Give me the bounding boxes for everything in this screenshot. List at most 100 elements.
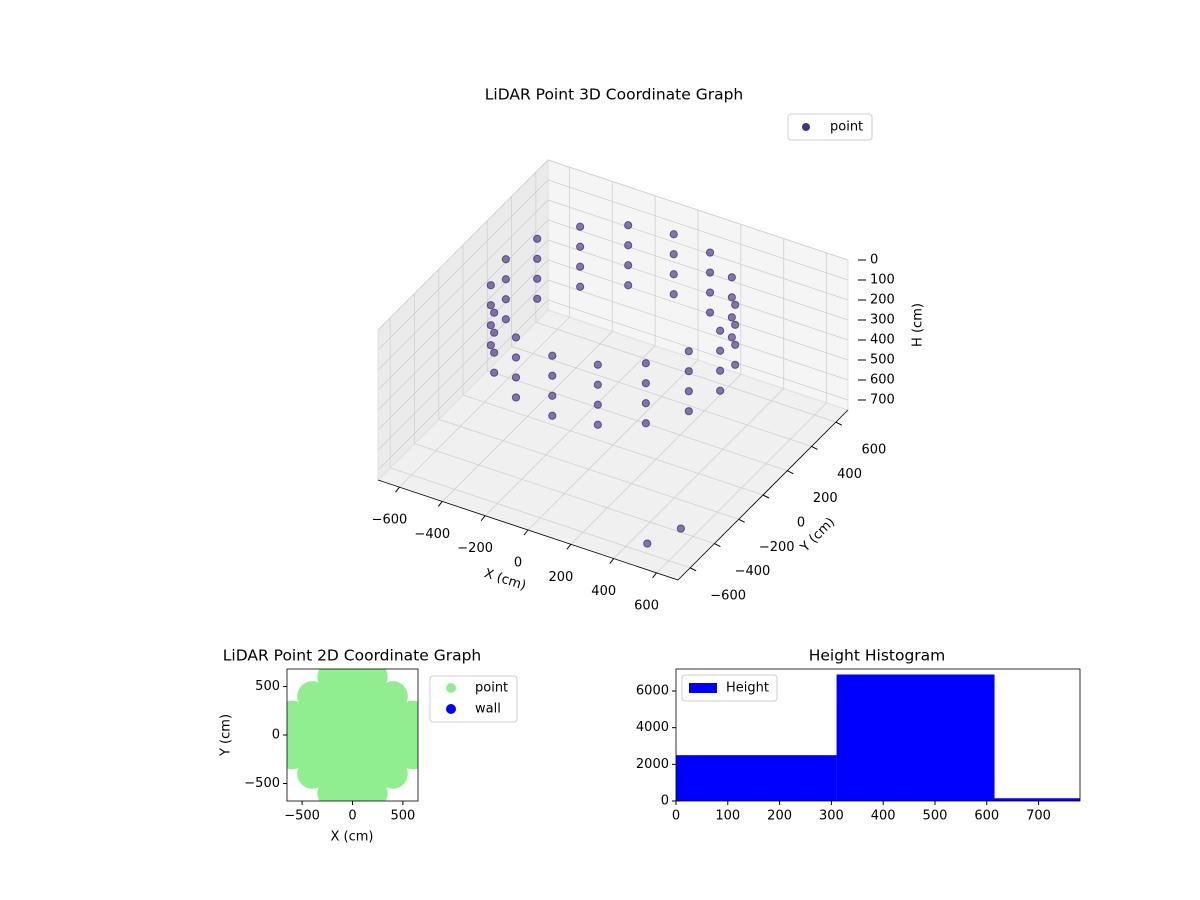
point: [593, 380, 602, 389]
point: [705, 248, 715, 257]
point: [669, 230, 678, 239]
point: [705, 308, 715, 317]
point: [593, 420, 602, 429]
grid-line: [377, 259, 849, 431]
point: [593, 400, 602, 409]
point: [669, 270, 678, 279]
point: [357, 669, 388, 692]
x-tick-label: 200: [548, 570, 573, 585]
point: [511, 373, 521, 382]
tick-mark: [609, 558, 615, 564]
point: [501, 275, 510, 284]
tick-mark: [762, 494, 770, 499]
point: [641, 359, 650, 368]
y-tick-label: 4000: [636, 720, 669, 735]
tick-mark: [787, 470, 794, 475]
bar: [836, 674, 995, 801]
tick-mark: [835, 421, 843, 426]
point: [486, 341, 495, 350]
legend-marker: [689, 683, 717, 693]
point: [501, 315, 510, 324]
x-tick-label: 300: [819, 809, 844, 824]
legend-box: [681, 674, 778, 702]
point: [641, 399, 650, 408]
point: [684, 367, 693, 376]
bar: [994, 798, 1080, 801]
point: [684, 347, 693, 356]
y-tick-label: 400: [837, 467, 862, 482]
point: [501, 255, 510, 264]
point: [684, 407, 693, 416]
x-tick-label: 100: [715, 809, 740, 824]
point: [576, 242, 585, 251]
y-tick-label: 0: [272, 728, 280, 743]
grid-line: [527, 210, 699, 531]
point: [669, 250, 678, 259]
point: [641, 419, 650, 428]
tick-mark: [714, 543, 721, 548]
x-tick-label: 500: [923, 809, 948, 824]
grid-line: [377, 279, 849, 451]
point: [731, 340, 740, 349]
legend-label: wall: [475, 702, 501, 717]
z-tick-label: 200: [870, 293, 895, 308]
grid-line: [377, 199, 849, 371]
grid-line: [656, 252, 827, 574]
grid-line: [486, 220, 788, 472]
z-tick-label: 300: [870, 313, 895, 328]
x-tick-label: 400: [591, 584, 616, 599]
point: [377, 681, 408, 712]
x-tick-label: 700: [1026, 809, 1051, 824]
z-tick-label: 700: [870, 393, 895, 408]
point: [548, 391, 557, 400]
point: [490, 368, 499, 377]
x-tick-label: 600: [634, 598, 659, 613]
point: [669, 290, 678, 299]
x-tick-label: −600: [372, 513, 408, 528]
x-tick-label: 600: [974, 809, 999, 824]
grid-line: [399, 167, 570, 488]
point: [533, 294, 542, 303]
point: [490, 348, 499, 357]
tick-mark: [689, 567, 697, 572]
grid-line: [377, 219, 849, 391]
point: [486, 301, 495, 310]
y-tick-label: 6000: [636, 684, 669, 699]
point: [716, 366, 725, 375]
y-tick-label: 200: [813, 491, 838, 506]
grid-line: [389, 317, 691, 569]
point: [624, 241, 633, 250]
z-tick-label: 0: [870, 253, 878, 268]
y-tick-label: −600: [710, 588, 746, 603]
point: [676, 524, 685, 533]
z-tick-label: 500: [870, 353, 895, 368]
point: [501, 295, 510, 304]
tick-mark: [523, 529, 529, 536]
point: [731, 320, 740, 329]
point: [511, 353, 521, 362]
point: [705, 288, 715, 297]
grid-line: [414, 293, 715, 544]
grid-line: [535, 172, 836, 423]
point: [533, 234, 542, 243]
x-tick-label: 400: [871, 809, 896, 824]
point: [716, 326, 725, 335]
legend-marker: [802, 123, 810, 131]
point: [705, 268, 715, 277]
legend-label: Height: [726, 681, 769, 696]
x-tick-label: 500: [390, 809, 415, 824]
y-tick-label: 600: [861, 443, 886, 458]
z-tick-label: 600: [870, 373, 895, 388]
point: [684, 387, 693, 396]
grid-line: [377, 239, 849, 411]
point: [576, 222, 585, 231]
x-tick-label: 0: [514, 556, 522, 571]
point: [511, 333, 521, 342]
y-axis-line: [677, 409, 849, 581]
tick-mark: [738, 518, 745, 523]
point: [731, 300, 740, 309]
x-tick-label: 0: [348, 809, 356, 824]
point: [643, 539, 652, 548]
point: [716, 346, 725, 355]
